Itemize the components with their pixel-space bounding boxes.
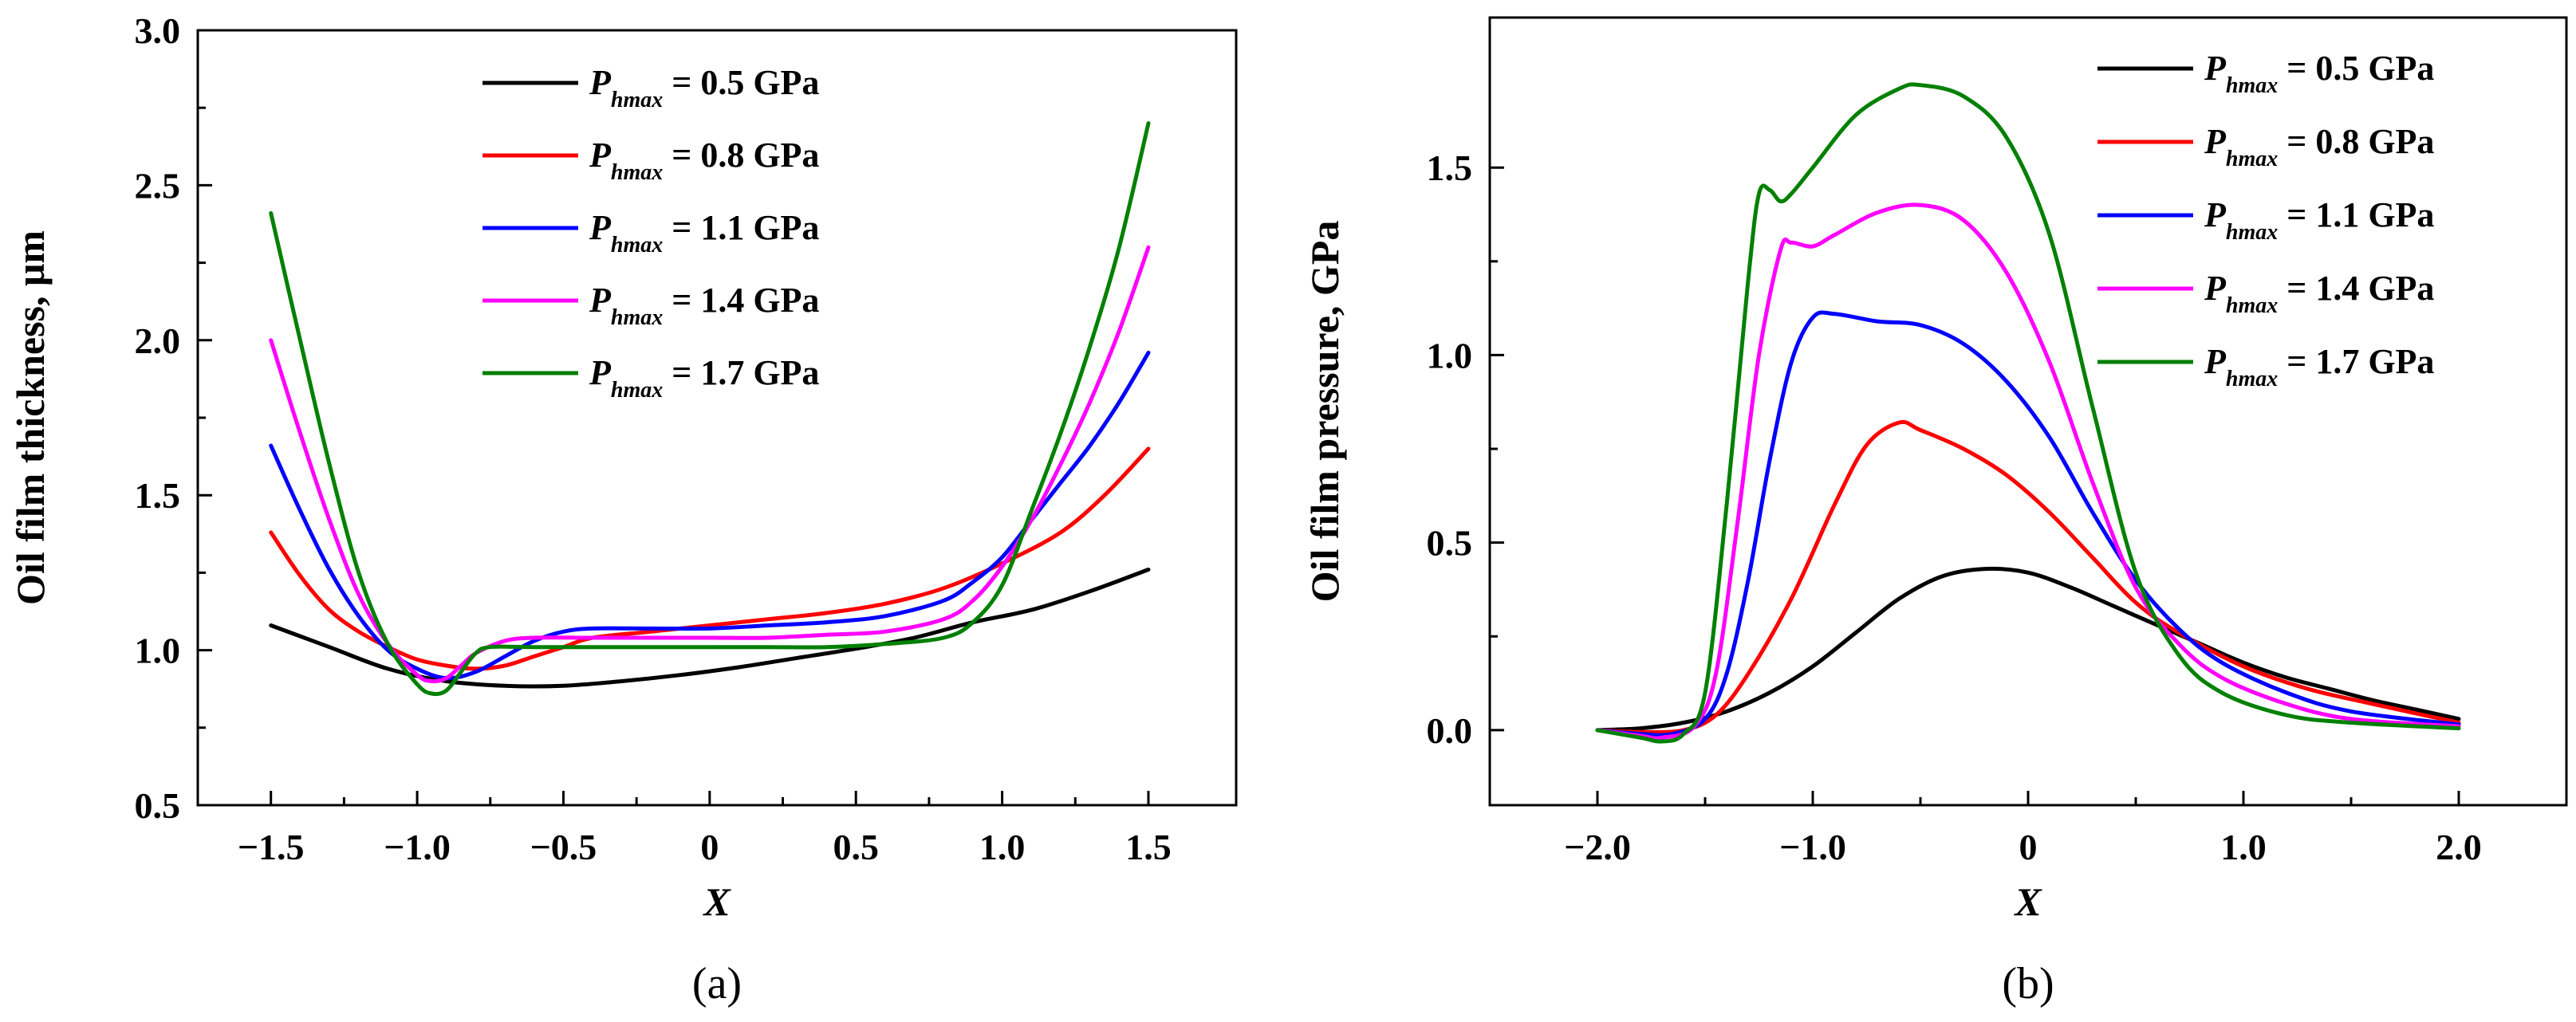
x-axis-title: X (2013, 879, 2042, 924)
legend-symbol: P (2204, 342, 2227, 381)
legend-entry: Phmax = 0.8 GPa (2204, 122, 2434, 171)
legend-value: = 0.5 GPa (2278, 49, 2434, 88)
y-tick-label: 1.0 (135, 631, 181, 671)
y-tick-label: 0.5 (135, 785, 181, 826)
x-tick-label: 0 (2019, 827, 2038, 867)
legend-symbol: P (2204, 195, 2227, 234)
legend-value: = 1.1 GPa (2278, 195, 2434, 234)
legend-symbol: P (589, 136, 612, 175)
legend-value: = 1.4 GPa (663, 281, 819, 320)
y-tick-label: 2.5 (135, 165, 181, 206)
chart-panel-b: −2.0 −1.0 0 1.0 2.0 0.0 0.5 1.0 1.5 X Oil film pre… (1302, 16, 2568, 1008)
legend-entry: Phmax = 1.4 GPa (589, 281, 819, 330)
y-tick-label: 0.0 (1427, 710, 1473, 751)
legend-symbol: P (589, 208, 612, 247)
y-tick-label: 0.5 (1427, 523, 1473, 564)
series-line-5 (1595, 82, 2461, 744)
legend-symbol: P (2204, 122, 2227, 161)
legend-entry: Phmax = 1.1 GPa (2204, 195, 2434, 245)
legend-entry: Phmax = 1.7 GPa (2204, 342, 2434, 391)
legend-subscript: hmax (2226, 367, 2278, 391)
y-tick-label: 1.5 (135, 475, 181, 516)
legend-symbol: P (589, 281, 612, 320)
series-line-3 (269, 350, 1151, 681)
legend-value: = 1.1 GPa (663, 208, 819, 247)
legend-symbol: P (589, 353, 612, 392)
legend-entry: Phmax = 1.7 GPa (589, 353, 819, 403)
y-axis-title: Oil film thickness, μm (8, 230, 53, 605)
y-tick-label: 1.5 (1427, 147, 1473, 188)
x-tick-label: 2.0 (2436, 827, 2482, 867)
legend-symbol: P (2204, 49, 2227, 88)
x-tick-label: −1.5 (238, 827, 305, 867)
series-line-1 (1595, 566, 2461, 733)
x-tick-label: −2.0 (1564, 827, 1631, 867)
x-tick-label: −0.5 (530, 827, 597, 867)
legend-value: = 1.7 GPa (2278, 342, 2434, 381)
x-tick-label: 1.0 (2220, 827, 2267, 867)
x-tick-label: 0.5 (833, 827, 879, 867)
legend-entry: Phmax = 1.4 GPa (2204, 269, 2434, 318)
legend-symbol: P (589, 63, 612, 102)
legend-value: = 0.8 GPa (2278, 122, 2434, 161)
series-line-2 (269, 446, 1151, 671)
legend-subscript: hmax (2226, 147, 2278, 171)
legend-value: = 1.4 GPa (2278, 269, 2434, 308)
x-tick-label: −1.0 (1779, 827, 1846, 867)
x-tick-label: 0 (700, 827, 719, 867)
y-axis-title: Oil film pressure, GPa (1302, 221, 1347, 603)
series-line-5 (269, 121, 1151, 697)
series-line-2 (1595, 419, 2461, 734)
legend-value: = 0.8 GPa (663, 136, 819, 175)
legend-entry: Phmax = 0.5 GPa (589, 63, 819, 112)
x-axis-title: X (702, 879, 731, 924)
panel-caption: (b) (2002, 959, 2054, 1008)
legend-value: = 0.5 GPa (663, 63, 819, 102)
x-tick-label: −1.0 (384, 827, 451, 867)
legend-symbol: P (2204, 269, 2227, 308)
y-tick-label: 2.0 (135, 320, 181, 361)
legend-entry: Phmax = 1.1 GPa (589, 208, 819, 257)
y-tick-label: 1.0 (1427, 335, 1473, 375)
chart-panel-a: −1.5 −1.0 −0.5 0 0.5 1.0 1.5 0.5 1.0 1.5 2.0 2.5 3.0… (8, 10, 1238, 1008)
legend-subscript: hmax (2226, 293, 2278, 318)
series-line-4 (269, 245, 1151, 684)
x-tick-label: 1.5 (1125, 827, 1172, 867)
legend-subscript: hmax (2226, 73, 2278, 98)
panel-caption: (a) (692, 959, 742, 1008)
x-tick-label: 1.0 (979, 827, 1026, 867)
legend-subscript: hmax (611, 233, 663, 257)
series-line-3 (1595, 310, 2461, 737)
y-tick-label: 3.0 (135, 10, 181, 51)
legend-subscript: hmax (2226, 220, 2278, 245)
legend-subscript: hmax (611, 378, 663, 403)
legend-subscript: hmax (611, 160, 663, 185)
legend-value: = 1.7 GPa (663, 353, 819, 392)
legend-entry: Phmax = 0.8 GPa (589, 136, 819, 185)
legend-subscript: hmax (611, 88, 663, 112)
series-line-4 (1595, 202, 2461, 741)
legend-subscript: hmax (611, 305, 663, 330)
legend-entry: Phmax = 0.5 GPa (2204, 49, 2434, 98)
